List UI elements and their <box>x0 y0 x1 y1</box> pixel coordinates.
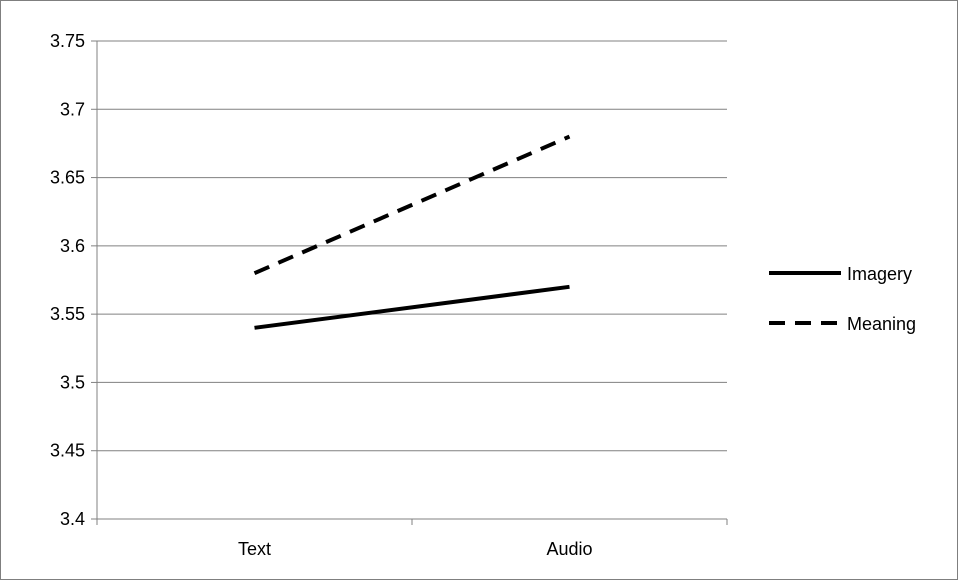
x-tick-label: Audio <box>546 539 592 559</box>
y-tick-label: 3.6 <box>60 236 85 256</box>
y-tick-label: 3.7 <box>60 99 85 119</box>
y-tick-label: 3.75 <box>50 31 85 51</box>
series-line-imagery <box>254 284 570 330</box>
legend-label: Meaning <box>847 314 916 334</box>
y-tick-label: 3.5 <box>60 372 85 392</box>
y-tick-label: 3.4 <box>60 509 85 529</box>
legend-label: Imagery <box>847 264 912 284</box>
y-tick-label: 3.65 <box>50 168 85 188</box>
series-lines <box>253 134 571 330</box>
gridlines <box>97 40 727 452</box>
x-tick-label: Text <box>238 539 271 559</box>
y-tick-label: 3.55 <box>50 304 85 324</box>
series-line-meaning <box>253 134 571 276</box>
axes <box>91 40 728 525</box>
y-tick-label: 3.45 <box>50 441 85 461</box>
legend: Imagery Meaning <box>769 264 916 334</box>
y-tick-labels: 3.4 3.45 3.5 3.55 3.6 3.65 3.7 3.75 <box>50 31 85 529</box>
x-tick-labels: Text Audio <box>238 539 593 559</box>
